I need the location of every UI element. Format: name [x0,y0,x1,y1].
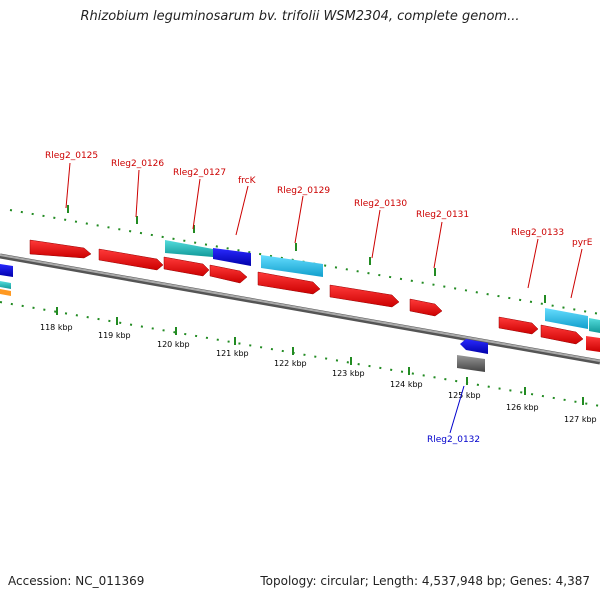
scale-label: 120 kbp [157,340,190,349]
gene-label-rleg2-0130[interactable]: Rleg2_0130 [354,199,407,209]
map-title: Rhizobium leguminosarum bv. trifolii WSM… [80,9,520,24]
gene-feature[interactable] [0,281,11,289]
gene-label-rleg2-0133[interactable]: Rleg2_0133 [511,228,564,238]
gene-label-rleg2-0125[interactable]: Rleg2_0125 [45,151,98,161]
gene-arrow[interactable] [409,298,443,317]
scale-label: 127 kbp [564,415,597,424]
gene-label-leaders [65,162,583,299]
scale-labels: 118 kbp 119 kbp 120 kbp 121 kbp 122 kbp … [40,323,597,424]
genome-summary-text: Topology: circular; Length: 4,537,948 bp… [260,574,590,588]
gene-arrow[interactable] [540,324,584,345]
gene-label-pyre[interactable]: pyrE [572,238,593,248]
gene-arrow[interactable] [163,256,210,277]
gene-label-frck[interactable]: frcK [238,176,257,186]
gene-arrow[interactable] [213,248,251,266]
gene-arrow[interactable] [165,240,213,257]
gene-arrow[interactable] [261,255,323,277]
gene-feature[interactable] [0,289,11,296]
gene-arrow[interactable] [209,264,248,284]
gene-arrow[interactable] [29,239,92,259]
gene-arrow-rleg2-0132[interactable] [460,339,488,354]
gene-label-rleg2-0132[interactable]: Rleg2_0132 [427,435,480,445]
gene-arrow[interactable] [329,284,400,308]
upper-tick-track [9,205,600,315]
scale-label: 126 kbp [506,403,539,412]
scale-label: 119 kbp [98,331,131,340]
scale-label: 118 kbp [40,323,73,332]
gene-label-rleg2-0131[interactable]: Rleg2_0131 [416,210,469,220]
gene-arrow[interactable] [257,271,321,295]
scale-label: 124 kbp [390,380,423,389]
scale-label: 125 kbp [448,391,481,400]
gene-feature[interactable] [457,355,485,372]
scale-label: 121 kbp [216,349,249,358]
gene-label-leader [449,385,465,434]
gene-label-rleg2-0126[interactable]: Rleg2_0126 [111,159,164,169]
gene-arrow[interactable] [98,248,164,271]
scale-label: 122 kbp [274,359,307,368]
gene-arrow[interactable] [498,316,539,335]
gene-feature[interactable] [0,264,13,277]
gene-label-rleg2-0129[interactable]: Rleg2_0129 [277,186,330,196]
gene-label-rleg2-0127[interactable]: Rleg2_0127 [173,168,226,178]
gene-arrow[interactable] [589,318,600,333]
accession-text: Accession: NC_011369 [8,574,145,588]
lower-tick-track [0,301,600,407]
gene-arrow[interactable] [586,336,600,352]
gene-arrow[interactable] [545,308,588,329]
genome-backbone [0,253,600,365]
scale-label: 123 kbp [332,369,365,378]
